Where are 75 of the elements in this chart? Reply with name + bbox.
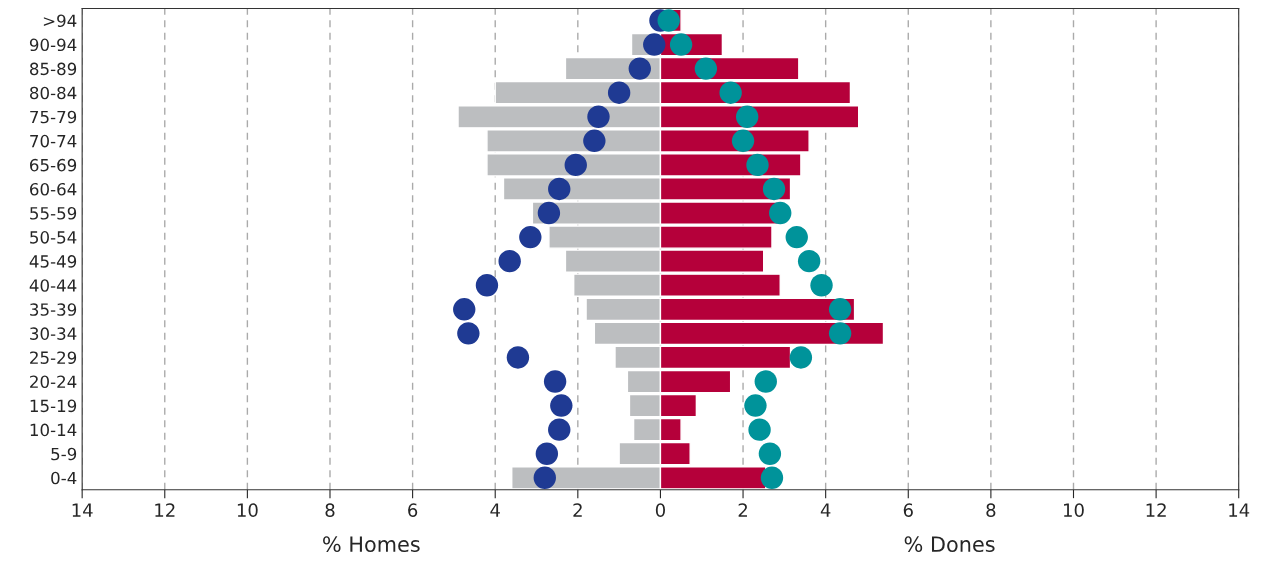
x-tick-label: 4 [820, 503, 831, 517]
point [694, 57, 718, 80]
x-tick-label: 12 [1146, 503, 1166, 517]
point [731, 129, 755, 153]
x-tick-label: 0 [655, 503, 665, 517]
point [789, 346, 813, 369]
y-tick-label: 5-9 [51, 447, 77, 461]
point [519, 225, 542, 249]
point [669, 33, 693, 56]
point [607, 81, 631, 104]
x-tick-label: 6 [408, 503, 418, 517]
point [760, 466, 784, 489]
y-tick-label: 0-4 [51, 471, 77, 485]
text: % Dones [904, 536, 995, 553]
point [719, 81, 742, 104]
point [548, 177, 571, 201]
text: % Homes [323, 536, 420, 553]
y-tick-label: >94 [43, 14, 77, 28]
point [548, 418, 571, 441]
point [628, 57, 651, 80]
x-tick-label: 2 [738, 503, 747, 517]
x-tick-label: 14 [72, 503, 93, 517]
x-tick-label: 2 [573, 503, 582, 517]
y-tick-label: 80-84 [30, 86, 77, 100]
y-tick-label: 70-74 [30, 134, 77, 148]
y-tick-label: 35-39 [30, 303, 77, 316]
point [785, 225, 808, 249]
point [797, 249, 821, 273]
point [564, 153, 587, 177]
y-tick-label: 20-24 [30, 375, 77, 389]
y-tick-label: 85-89 [30, 62, 77, 76]
point [537, 201, 561, 225]
point [762, 177, 786, 201]
point [550, 394, 573, 417]
y-tick-label: 15-19 [30, 399, 77, 413]
y-tick-label: 60-64 [30, 182, 77, 196]
point [535, 442, 559, 465]
x-tick-label: 6 [903, 503, 913, 517]
y-tick-label: 75-79 [30, 110, 77, 124]
y-tick-label: 65-69 [30, 158, 77, 172]
point [506, 346, 530, 369]
point [746, 153, 769, 177]
y-tick-label: 50-54 [30, 231, 77, 244]
point [754, 370, 777, 393]
x-tick-label: 8 [986, 503, 996, 517]
point [543, 370, 567, 393]
point [583, 129, 606, 153]
point [769, 201, 792, 225]
y-tick-label: 45-49 [29, 255, 77, 268]
y-tick-label: 30-34 [30, 327, 77, 340]
point [748, 418, 771, 441]
y-tick-label: 90-94 [29, 38, 77, 52]
y-tick-label: 55-59 [30, 206, 77, 220]
point [453, 298, 476, 321]
point [828, 322, 852, 345]
x-tick-label: 4 [490, 503, 500, 517]
point [643, 33, 666, 56]
y-tick-label: 25-29 [30, 351, 77, 364]
point [758, 442, 782, 465]
point [475, 274, 499, 297]
point [533, 466, 556, 489]
y-tick-label: 40-44 [29, 279, 77, 292]
point [457, 322, 480, 345]
x-tick-label: 14 [1229, 503, 1250, 517]
point [587, 105, 610, 128]
x-tick-label: 12 [155, 503, 175, 517]
x-tick-label: 10 [237, 503, 258, 517]
x-tick-label: 10 [1063, 503, 1084, 517]
point [828, 298, 852, 321]
point [735, 105, 759, 128]
point [810, 274, 833, 297]
point [744, 394, 767, 417]
x-tick-label: 8 [325, 503, 335, 517]
y-tick-label: 10-14 [30, 423, 77, 437]
point [498, 249, 521, 273]
